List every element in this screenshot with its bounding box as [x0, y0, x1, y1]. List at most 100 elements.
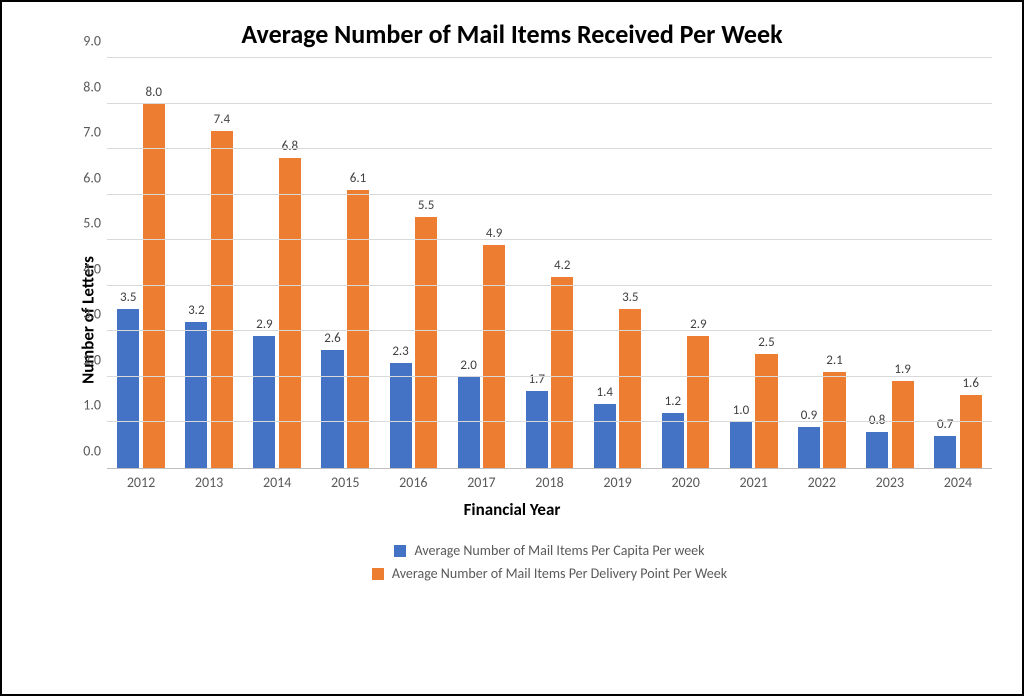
x-tick-label: 2020: [671, 474, 699, 491]
y-tick-label: 8.0: [65, 78, 101, 95]
bar-series-a: 2.6: [321, 350, 343, 468]
data-label: 6.8: [282, 139, 298, 154]
x-tick-label: 2019: [603, 474, 631, 491]
gridline: [107, 285, 992, 286]
bar-group: 20211.02.5: [720, 58, 788, 468]
bar-group: 20191.43.5: [584, 58, 652, 468]
plot-area: 20123.58.020133.27.420142.96.820152.66.1…: [107, 58, 992, 469]
legend-item-series-a: Average Number of Mail Items Per Capita …: [107, 542, 992, 559]
data-label: 0.8: [869, 413, 885, 428]
x-tick-label: 2014: [263, 474, 291, 491]
x-axis-label: Financial Year: [22, 499, 1002, 520]
y-tick-label: 0.0: [65, 443, 101, 460]
data-label: 2.5: [758, 335, 774, 350]
bar-series-a: 1.0: [730, 422, 752, 468]
bar-group: 20201.22.9: [652, 58, 720, 468]
chart-frame: Average Number of Mail Items Received Pe…: [0, 0, 1024, 696]
data-label: 0.7: [937, 417, 953, 432]
x-tick-label: 2022: [808, 474, 836, 491]
bar-group: 20220.92.1: [788, 58, 856, 468]
data-label: 1.0: [733, 403, 749, 418]
chart-title: Average Number of Mail Items Received Pe…: [22, 18, 1002, 50]
data-label: 6.1: [350, 171, 366, 186]
gridline: [107, 148, 992, 149]
gridline: [107, 421, 992, 422]
legend-label-b: Average Number of Mail Items Per Deliver…: [392, 565, 727, 582]
y-tick-label: 6.0: [65, 169, 101, 186]
y-tick-label: 3.0: [65, 306, 101, 323]
data-label: 1.7: [528, 372, 544, 387]
legend-swatch-a: [394, 545, 406, 557]
data-label: 2.0: [460, 358, 476, 373]
y-tick-label: 2.0: [65, 351, 101, 368]
gridline: [107, 330, 992, 331]
legend: Average Number of Mail Items Per Capita …: [107, 542, 992, 582]
bar-series-b: 7.4: [211, 131, 233, 468]
x-tick-label: 2023: [876, 474, 904, 491]
bar-series-b: 8.0: [143, 104, 165, 468]
bar-series-a: 2.3: [390, 363, 412, 468]
chart-area: Number of Letters 20123.58.020133.27.420…: [22, 58, 1002, 582]
y-tick-label: 4.0: [65, 260, 101, 277]
bar-series-a: 1.4: [594, 404, 616, 468]
x-tick-label: 2012: [127, 474, 155, 491]
x-tick-label: 2017: [467, 474, 495, 491]
bar-series-b: 2.5: [755, 354, 777, 468]
legend-label-a: Average Number of Mail Items Per Capita …: [414, 542, 704, 559]
data-label: 4.2: [554, 258, 570, 273]
data-label: 7.4: [214, 112, 230, 127]
y-tick-label: 7.0: [65, 124, 101, 141]
bar-series-b: 1.6: [960, 395, 982, 468]
bar-group: 20181.74.2: [515, 58, 583, 468]
data-label: 8.0: [146, 85, 162, 100]
bar-group: 20172.04.9: [447, 58, 515, 468]
x-tick-label: 2015: [331, 474, 359, 491]
bar-series-a: 0.9: [798, 427, 820, 468]
gridline: [107, 57, 992, 58]
bar-series-b: 4.9: [483, 245, 505, 468]
data-label: 5.5: [418, 198, 434, 213]
bar-series-b: 2.9: [687, 336, 709, 468]
bar-group: 20123.58.0: [107, 58, 175, 468]
x-tick-label: 2018: [535, 474, 563, 491]
data-label: 1.4: [597, 385, 613, 400]
bar-series-b: 4.2: [551, 277, 573, 468]
data-label: 2.6: [324, 331, 340, 346]
bar-group: 20240.71.6: [924, 58, 992, 468]
bar-group: 20142.96.8: [243, 58, 311, 468]
bars-layer: 20123.58.020133.27.420142.96.820152.66.1…: [107, 58, 992, 468]
bar-series-b: 6.1: [347, 190, 369, 468]
gridline: [107, 239, 992, 240]
x-tick-label: 2013: [195, 474, 223, 491]
y-tick-label: 5.0: [65, 215, 101, 232]
gridline: [107, 103, 992, 104]
bar-series-a: 3.5: [117, 309, 139, 468]
legend-swatch-b: [372, 568, 384, 580]
legend-item-series-b: Average Number of Mail Items Per Deliver…: [107, 565, 992, 582]
bar-group: 20152.66.1: [311, 58, 379, 468]
bar-series-a: 3.2: [185, 322, 207, 468]
data-label: 3.2: [188, 303, 204, 318]
data-label: 1.6: [962, 376, 978, 391]
y-tick-label: 1.0: [65, 397, 101, 414]
bar-group: 20230.81.9: [856, 58, 924, 468]
gridline: [107, 194, 992, 195]
data-label: 2.1: [826, 353, 842, 368]
bar-series-b: 3.5: [619, 309, 641, 468]
x-tick-label: 2016: [399, 474, 427, 491]
bar-series-a: 0.7: [934, 436, 956, 468]
bar-series-a: 2.9: [253, 336, 275, 468]
data-label: 3.5: [120, 290, 136, 305]
data-label: 3.5: [622, 290, 638, 305]
bar-series-a: 1.7: [526, 391, 548, 468]
bar-series-b: 1.9: [892, 381, 914, 468]
bar-series-b: 5.5: [415, 217, 437, 468]
x-tick-label: 2024: [944, 474, 972, 491]
gridline: [107, 376, 992, 377]
y-tick-label: 9.0: [65, 33, 101, 50]
bar-series-b: 2.1: [823, 372, 845, 468]
x-tick-label: 2021: [740, 474, 768, 491]
data-label: 1.2: [665, 394, 681, 409]
bar-group: 20133.27.4: [175, 58, 243, 468]
bar-group: 20162.35.5: [379, 58, 447, 468]
